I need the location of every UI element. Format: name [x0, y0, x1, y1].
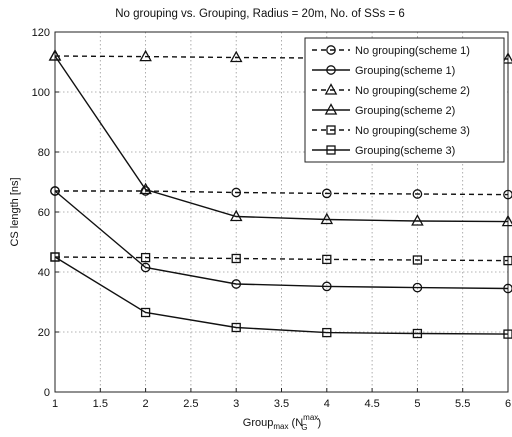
- x-axis-label-sub: max: [273, 422, 288, 431]
- x-tick-label: 6: [505, 398, 511, 410]
- legend-marker: [324, 103, 338, 115]
- series-line: [54, 190, 509, 290]
- data-point: [503, 283, 512, 294]
- x-axis-label-base: Group: [243, 417, 274, 429]
- legend-box: [304, 37, 505, 163]
- legend-item-no-grouping-scheme-1: No grouping(scheme 1): [312, 45, 470, 57]
- x-axis-label: Groupmax (Nmax G): [243, 413, 321, 432]
- x-axis-label-open: (N: [289, 417, 304, 429]
- x-axis-label-sub2: G: [301, 423, 307, 432]
- data-point: [139, 182, 152, 195]
- data-point: [50, 252, 60, 262]
- data-point: [322, 254, 332, 265]
- legend-marker: [326, 45, 336, 55]
- legend-marker: [326, 65, 336, 75]
- x-tick-label: 1: [52, 398, 58, 410]
- data-point: [231, 322, 241, 333]
- legend-label: Grouping(scheme 3): [355, 145, 455, 157]
- data-point: [412, 282, 423, 293]
- legend-item-no-grouping-scheme-2: No grouping(scheme 2): [312, 83, 470, 97]
- chart-title: No grouping vs. Grouping, Radius = 20m, …: [115, 8, 405, 20]
- legend-label: No grouping(scheme 2): [355, 85, 470, 97]
- data-point: [501, 52, 512, 64]
- data-point: [229, 50, 243, 63]
- data-point: [322, 327, 332, 338]
- legend-item-grouping-scheme-2: Grouping(scheme 2): [312, 103, 455, 117]
- x-tick-label: 2.5: [183, 398, 198, 410]
- series-no-grouping-scheme-3: [50, 252, 512, 266]
- x-axis-label-close: ): [318, 417, 322, 429]
- y-tick-label: 100: [32, 87, 50, 99]
- x-tick-label: 2: [143, 398, 149, 410]
- x-tick-label: 1.5: [93, 398, 108, 410]
- data-point: [412, 189, 423, 199]
- legend-label: No grouping(scheme 1): [355, 45, 470, 57]
- y-axis-label: CS length [ns]: [9, 177, 21, 246]
- x-tick-label: 4.5: [364, 398, 379, 410]
- data-point: [140, 262, 151, 273]
- y-tick-label: 80: [38, 147, 50, 159]
- data-point: [503, 255, 512, 266]
- legend: No grouping(scheme 1) Grouping(scheme 1) N…: [304, 37, 505, 163]
- series-line: [54, 256, 509, 335]
- data-point: [231, 253, 241, 264]
- x-tick-label: 3: [233, 398, 239, 410]
- legend-label: Grouping(scheme 1): [355, 65, 455, 77]
- x-tick-label: 5.5: [455, 398, 470, 410]
- series-line: [54, 256, 509, 262]
- series-grouping-scheme-2: [48, 49, 512, 227]
- series-line: [54, 55, 509, 60]
- data-point: [140, 307, 151, 318]
- data-point: [50, 186, 60, 196]
- data-point: [231, 279, 242, 289]
- data-point: [501, 214, 512, 227]
- legend-item-grouping-scheme-3: Grouping(scheme 3): [312, 145, 455, 157]
- legend-label: Grouping(scheme 2): [355, 105, 455, 117]
- data-point: [231, 187, 242, 198]
- data-point: [321, 281, 332, 292]
- legend-marker: [326, 125, 336, 135]
- x-tick-label: 5: [414, 398, 420, 410]
- data-point: [229, 209, 243, 222]
- legend-marker: [326, 145, 336, 155]
- data-point: [503, 329, 512, 339]
- series-line: [54, 55, 509, 223]
- series-grouping-scheme-3: [50, 252, 512, 339]
- y-tick-label: 0: [44, 387, 50, 399]
- data-point: [412, 255, 423, 265]
- legend-item-no-grouping-scheme-3: No grouping(scheme 3): [312, 125, 470, 137]
- y-tick-label: 120: [32, 27, 50, 39]
- legend-marker: [324, 83, 338, 95]
- x-axis-label-sup: max: [303, 413, 318, 422]
- y-tick-label: 20: [38, 327, 50, 339]
- data-point: [140, 252, 151, 263]
- y-tick-label: 40: [38, 267, 50, 279]
- data-point: [411, 214, 424, 226]
- data-point: [139, 49, 152, 62]
- legend-label: No grouping(scheme 3): [355, 125, 470, 137]
- series-layer: [48, 49, 512, 339]
- y-tick-label: 60: [38, 207, 50, 219]
- x-tick-label: 4: [324, 398, 330, 410]
- x-tick-label: 3.5: [274, 398, 289, 410]
- legend-item-grouping-scheme-1: Grouping(scheme 1): [312, 65, 455, 77]
- series-line: [55, 190, 509, 196]
- series-grouping-scheme-1: [50, 186, 512, 294]
- data-point: [412, 328, 423, 339]
- data-point: [320, 212, 334, 225]
- data-point: [503, 189, 512, 200]
- data-point: [48, 49, 62, 61]
- data-point: [321, 188, 332, 199]
